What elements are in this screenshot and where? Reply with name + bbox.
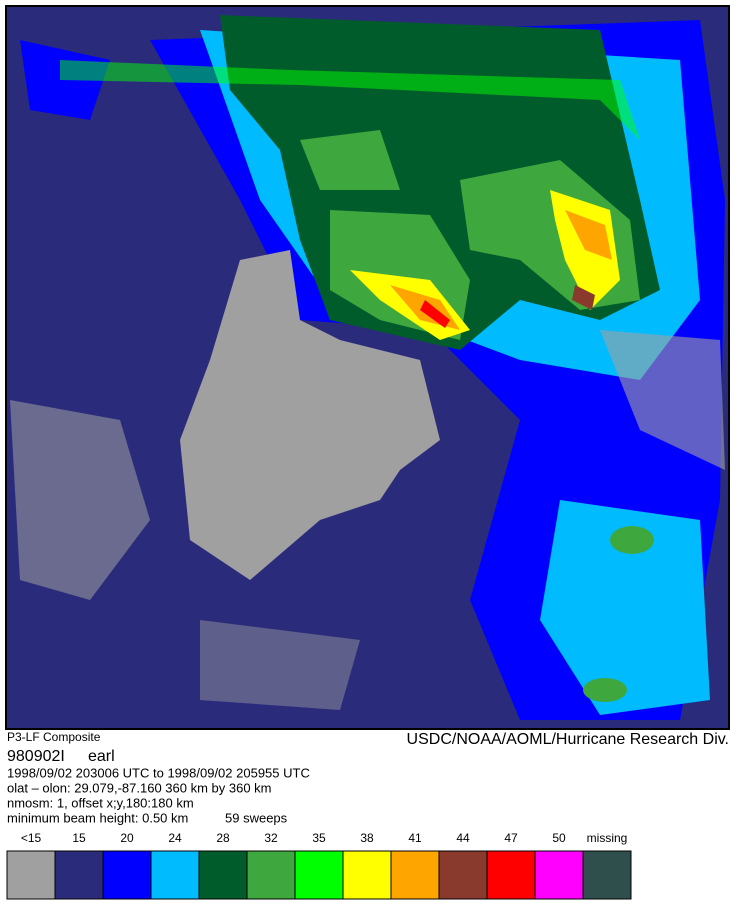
echo-32c: [300, 130, 400, 190]
echo-cell: [610, 526, 654, 554]
legend-label: 24: [168, 831, 182, 845]
info-line: olat – olon: 29.079,-87.160 360 km by 36…: [7, 780, 272, 795]
legend-swatch: [150, 850, 200, 900]
legend-label: 32: [264, 831, 278, 845]
info-line: 59 sweeps: [225, 810, 288, 825]
legend-label: 38: [360, 831, 374, 845]
legend: <15 15 20 24 28 32 35 38 41 44 47 50 missing: [6, 831, 632, 900]
echo-41b: [565, 210, 612, 260]
echo-44: [572, 285, 595, 310]
legend-swatch: [390, 850, 440, 900]
echo-35: [60, 60, 640, 140]
product-label: P3-LF Composite: [7, 730, 101, 744]
legend-swatch: [198, 850, 248, 900]
legend-label: 35: [312, 831, 326, 845]
legend-label: 47: [504, 831, 518, 845]
legend-label: 41: [408, 831, 422, 845]
echo-lt15b: [10, 400, 150, 600]
echo-cell-b: [583, 678, 627, 702]
legend-label: 15: [72, 831, 86, 845]
legend-swatch: [342, 850, 392, 900]
echo-lt15d: [200, 620, 360, 710]
info-line: 1998/09/02 203006 UTC to 1998/09/02 2059…: [7, 765, 310, 780]
storm-id: 980902I: [7, 748, 65, 765]
legend-swatch: [6, 850, 56, 900]
legend-label: <15: [21, 831, 42, 845]
legend-swatch: [294, 850, 344, 900]
legend-swatch: [582, 850, 632, 900]
legend-label: missing: [587, 831, 628, 845]
echo-47: [420, 300, 450, 328]
legend-swatch: [102, 850, 152, 900]
storm-name: earl: [88, 748, 115, 765]
legend-label: 50: [552, 831, 566, 845]
echo-lt15: [180, 250, 440, 580]
legend-swatch: [534, 850, 584, 900]
echo-lt15c: [600, 330, 725, 470]
legend-label: 44: [456, 831, 470, 845]
info-line: nmosm: 1, offset x;y,180:180 km: [7, 795, 194, 810]
legend-label: 28: [216, 831, 230, 845]
legend-swatch: [54, 850, 104, 900]
info-line: minimum beam height: 0.50 km: [7, 810, 188, 825]
echo-24b: [540, 500, 710, 715]
legend-swatch: [486, 850, 536, 900]
credit: USDC/NOAA/AOML/Hurricane Research Div.: [407, 731, 729, 748]
legend-swatch: [438, 850, 488, 900]
legend-label: 20: [120, 831, 134, 845]
legend-swatch: [246, 850, 296, 900]
radar-image: [5, 5, 730, 730]
